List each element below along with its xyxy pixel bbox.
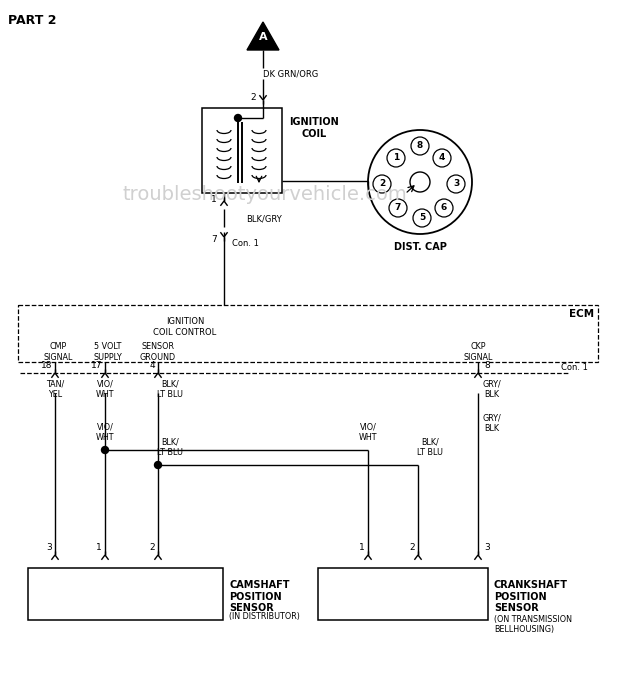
- Circle shape: [368, 130, 472, 234]
- Text: BLK/
LT BLU: BLK/ LT BLU: [157, 438, 183, 456]
- Circle shape: [413, 209, 431, 227]
- Text: VIO/
WHT: VIO/ WHT: [96, 422, 114, 442]
- Text: CMP
SIGNAL: CMP SIGNAL: [43, 342, 73, 362]
- Text: troubleshootyourvehicle.com: troubleshootyourvehicle.com: [122, 186, 407, 204]
- Text: GRY/
BLK: GRY/ BLK: [483, 379, 501, 399]
- Text: 4: 4: [439, 153, 445, 162]
- Text: 1: 1: [211, 195, 217, 204]
- Text: 2: 2: [150, 543, 155, 552]
- Text: 17: 17: [90, 361, 102, 370]
- Text: 4: 4: [150, 361, 155, 370]
- Text: Con. 1: Con. 1: [232, 239, 259, 248]
- Circle shape: [433, 149, 451, 167]
- Bar: [318, 568, 488, 620]
- Text: A: A: [259, 32, 268, 43]
- Text: 2: 2: [379, 179, 385, 188]
- Text: 6: 6: [441, 204, 447, 213]
- Text: CRANKSHAFT
POSITION
SENSOR: CRANKSHAFT POSITION SENSOR: [494, 580, 568, 613]
- Bar: [202, 108, 282, 193]
- Text: GRY/
BLK: GRY/ BLK: [483, 413, 501, 433]
- Text: 7: 7: [395, 204, 401, 213]
- Bar: [28, 568, 223, 620]
- Text: 5 VOLT
SUPPLY: 5 VOLT SUPPLY: [93, 342, 122, 362]
- Text: 8: 8: [417, 141, 423, 150]
- Circle shape: [154, 461, 161, 468]
- Circle shape: [373, 175, 391, 193]
- Circle shape: [435, 199, 453, 217]
- Text: PART 2: PART 2: [8, 14, 56, 27]
- Circle shape: [387, 149, 405, 167]
- Text: 8: 8: [484, 361, 489, 370]
- Text: 3: 3: [46, 543, 52, 552]
- Text: (IN DISTRIBUTOR): (IN DISTRIBUTOR): [229, 612, 300, 621]
- Text: CAMSHAFT
POSITION
SENSOR: CAMSHAFT POSITION SENSOR: [229, 580, 289, 613]
- Text: BLK/GRY: BLK/GRY: [246, 214, 282, 223]
- Text: 5: 5: [419, 214, 425, 223]
- Text: VIO/
WHT: VIO/ WHT: [96, 379, 114, 399]
- Text: 1: 1: [359, 543, 365, 552]
- Text: ECM: ECM: [569, 309, 594, 319]
- Text: 18: 18: [41, 361, 52, 370]
- Circle shape: [101, 447, 109, 454]
- Text: 2: 2: [250, 92, 256, 102]
- Text: 3: 3: [484, 543, 489, 552]
- Text: CKP
SIGNAL: CKP SIGNAL: [464, 342, 493, 362]
- Text: SENSOR
GROUND: SENSOR GROUND: [140, 342, 176, 362]
- Circle shape: [447, 175, 465, 193]
- Text: BLK/
LT BLU: BLK/ LT BLU: [157, 379, 183, 399]
- Text: IGNITION
COIL: IGNITION COIL: [289, 117, 339, 139]
- Text: VIO/
WHT: VIO/ WHT: [359, 422, 377, 442]
- Text: 7: 7: [211, 234, 217, 244]
- Circle shape: [411, 137, 429, 155]
- Circle shape: [410, 172, 430, 192]
- Polygon shape: [247, 22, 279, 50]
- Text: DIST. CAP: DIST. CAP: [394, 242, 446, 252]
- Text: TAN/
YEL: TAN/ YEL: [46, 379, 64, 399]
- Text: 1: 1: [96, 543, 102, 552]
- Text: Con. 1: Con. 1: [561, 363, 588, 372]
- Text: 1: 1: [393, 153, 399, 162]
- Text: 2: 2: [409, 543, 415, 552]
- Bar: [18, 305, 598, 362]
- Circle shape: [389, 199, 407, 217]
- Circle shape: [234, 115, 242, 122]
- Text: DK GRN/ORG: DK GRN/ORG: [263, 69, 319, 78]
- Text: BLK/
LT BLU: BLK/ LT BLU: [417, 438, 443, 456]
- Text: (ON TRANSMISSION
BELLHOUSING): (ON TRANSMISSION BELLHOUSING): [494, 615, 572, 634]
- Text: 3: 3: [453, 179, 459, 188]
- Text: IGNITION
COIL CONTROL: IGNITION COIL CONTROL: [153, 317, 217, 337]
